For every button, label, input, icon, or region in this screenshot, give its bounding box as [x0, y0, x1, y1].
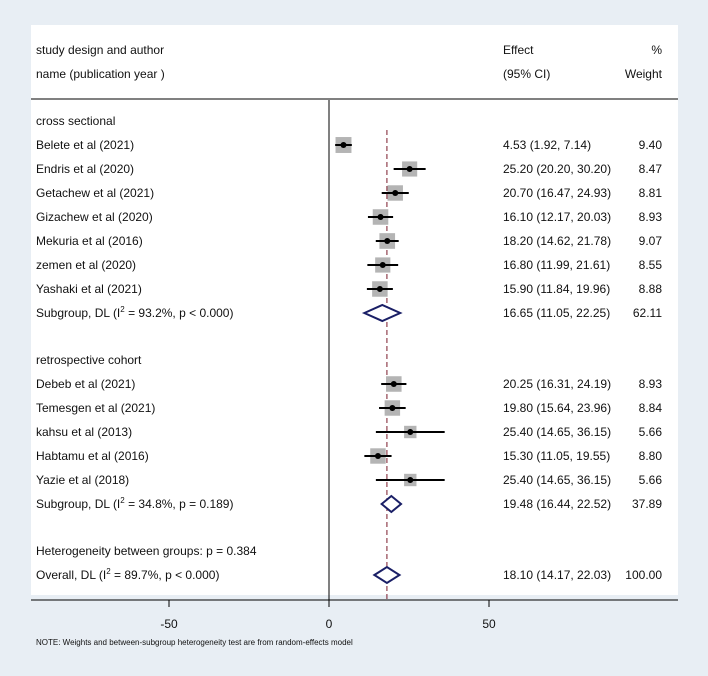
plot-panel [31, 25, 678, 595]
header-study-line1: study design and author [36, 43, 165, 57]
study-label: Mekuria et al (2016) [36, 234, 143, 248]
subgroup-label: Subgroup, DL (I2 = 34.8%, p = 0.189) [36, 496, 234, 512]
study-weight: 8.80 [638, 449, 662, 463]
subgroup-pooled-diamond [380, 494, 403, 514]
subgroup-ci: 19.48 (16.44, 22.52) [503, 497, 612, 511]
overall-ci: 18.10 (14.17, 22.03) [503, 568, 612, 582]
group-label-retrospective-cohort: retrospective cohort [36, 353, 142, 367]
subgroup-pooled-diamond [361, 303, 403, 323]
study-ci: 20.70 (16.47, 24.93) [503, 186, 612, 200]
header-effect-line2: (95% CI) [503, 67, 551, 81]
point-estimate-marker [390, 381, 397, 387]
subgroup-weight: 62.11 [632, 306, 662, 320]
study-label: Endris et al (2020) [36, 162, 135, 176]
study-ci: 25.20 (20.20, 30.20) [503, 162, 612, 176]
group-label-cross-sectional: cross sectional [36, 114, 116, 128]
footnote: NOTE: Weights and between-subgroup heter… [36, 638, 353, 647]
subgroup-ci: 16.65 (11.05, 22.25) [503, 306, 611, 320]
subgroup-label: Subgroup, DL (I2 = 93.2%, p < 0.000) [36, 305, 234, 321]
study-weight: 8.55 [638, 258, 662, 272]
study-weight: 8.47 [638, 162, 662, 176]
point-estimate-marker [407, 429, 414, 435]
study-label: Yazie et al (2018) [36, 473, 130, 487]
study-weight: 8.93 [638, 210, 662, 224]
point-estimate-marker [377, 214, 384, 220]
study-weight: 8.81 [638, 186, 662, 200]
study-weight: 9.40 [638, 138, 662, 152]
study-ci: 20.25 (16.31, 24.19) [503, 377, 612, 391]
point-estimate-marker [407, 477, 414, 483]
study-label: Gizachew et al (2020) [36, 210, 153, 224]
x-tick-label: 0 [325, 617, 333, 631]
study-label: Getachew et al (2021) [36, 186, 155, 200]
study-label: Yashaki et al (2021) [36, 282, 142, 296]
study-label: zemen et al (2020) [36, 258, 137, 272]
overall-label: Overall, DL (I2 = 89.7%, p < 0.000) [36, 567, 220, 583]
header-study-line2: name (publication year ) [36, 67, 165, 81]
study-weight: 5.66 [638, 425, 662, 439]
heterogeneity-text: Heterogeneity between groups: p = 0.384 [36, 544, 257, 558]
study-label: Debeb et al (2021) [36, 377, 136, 391]
x-tick-label: 50 [482, 617, 496, 631]
study-ci: 25.40 (14.65, 36.15) [503, 473, 612, 487]
header-weight-line1: % [651, 43, 662, 57]
study-ci: 15.30 (11.05, 19.55) [503, 449, 611, 463]
point-estimate-marker [376, 286, 383, 292]
point-estimate-marker [389, 405, 396, 411]
point-estimate-marker [392, 190, 399, 196]
study-ci: 4.53 (1.92, 7.14) [503, 138, 592, 152]
overall-weight: 100.00 [625, 568, 662, 582]
study-ci: 16.10 (12.17, 20.03) [503, 210, 612, 224]
study-label: Habtamu et al (2016) [36, 449, 149, 463]
point-estimate-marker [374, 453, 381, 459]
study-ci: 18.20 (14.62, 21.78) [503, 234, 612, 248]
study-weight: 8.84 [638, 401, 662, 415]
overall-pooled-diamond [372, 565, 402, 585]
header-effect-line1: Effect [503, 43, 534, 57]
point-estimate-marker [384, 238, 391, 244]
point-estimate-marker [379, 262, 386, 268]
study-label: Temesgen et al (2021) [36, 401, 156, 415]
study-label: kahsu et al (2013) [36, 425, 133, 439]
study-label: Belete et al (2021) [36, 138, 135, 152]
study-ci: 25.40 (14.65, 36.15) [503, 425, 612, 439]
study-weight: 9.07 [638, 234, 662, 248]
study-weight: 8.88 [638, 282, 662, 296]
study-weight: 5.66 [638, 473, 662, 487]
study-ci: 19.80 (15.64, 23.96) [503, 401, 612, 415]
study-weight: 8.93 [638, 377, 662, 391]
point-estimate-marker [340, 142, 347, 148]
subgroup-weight: 37.89 [631, 497, 662, 511]
point-estimate-marker [406, 166, 413, 172]
header-weight-line2: Weight [624, 67, 662, 81]
study-ci: 16.80 (11.99, 21.61) [503, 258, 611, 272]
study-ci: 15.90 (11.84, 19.96) [503, 282, 611, 296]
x-tick-label: -50 [160, 617, 178, 631]
